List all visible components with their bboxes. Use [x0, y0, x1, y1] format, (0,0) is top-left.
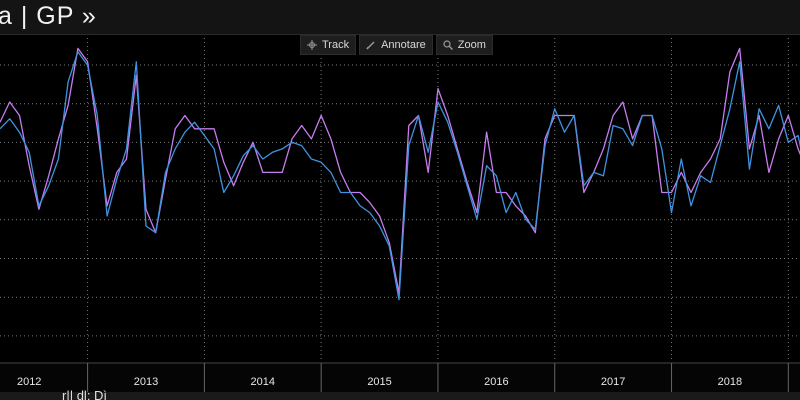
title-bar: a | GP »	[0, 0, 800, 35]
zoom-label: Zoom	[457, 39, 486, 51]
series-layer	[0, 47, 800, 301]
gridlines	[0, 34, 800, 360]
footer-strip	[0, 392, 800, 400]
x-tick-label: 2016	[484, 376, 508, 388]
magnifier-icon	[443, 40, 453, 50]
x-tick-label: 2013	[134, 376, 158, 388]
crosshair-icon	[307, 40, 317, 50]
track-label: Track	[322, 39, 350, 51]
x-tick-label: 2017	[601, 376, 625, 388]
x-tick-label: 2018	[718, 376, 742, 388]
series-line-b	[0, 51, 800, 301]
window-title: a | GP »	[0, 2, 97, 30]
series-line-a	[0, 47, 800, 294]
x-tick-label: 2014	[251, 376, 275, 388]
x-tick-label: 2015	[367, 376, 391, 388]
chart-toolbar: Track Annotare Zoom	[300, 35, 493, 55]
footer-text: r|| dl: Dì	[62, 389, 108, 400]
track-button[interactable]: Track	[300, 35, 357, 55]
x-axis: 2012 2013 2014 2015 2016 2017 2018	[0, 362, 800, 392]
annotate-button[interactable]: Annotare	[359, 35, 433, 55]
pencil-icon	[366, 40, 376, 50]
zoom-button[interactable]: Zoom	[435, 35, 493, 55]
x-tick-label: 2012	[17, 376, 41, 388]
annotate-label: Annotare	[381, 39, 426, 51]
x-axis-band	[0, 362, 800, 392]
